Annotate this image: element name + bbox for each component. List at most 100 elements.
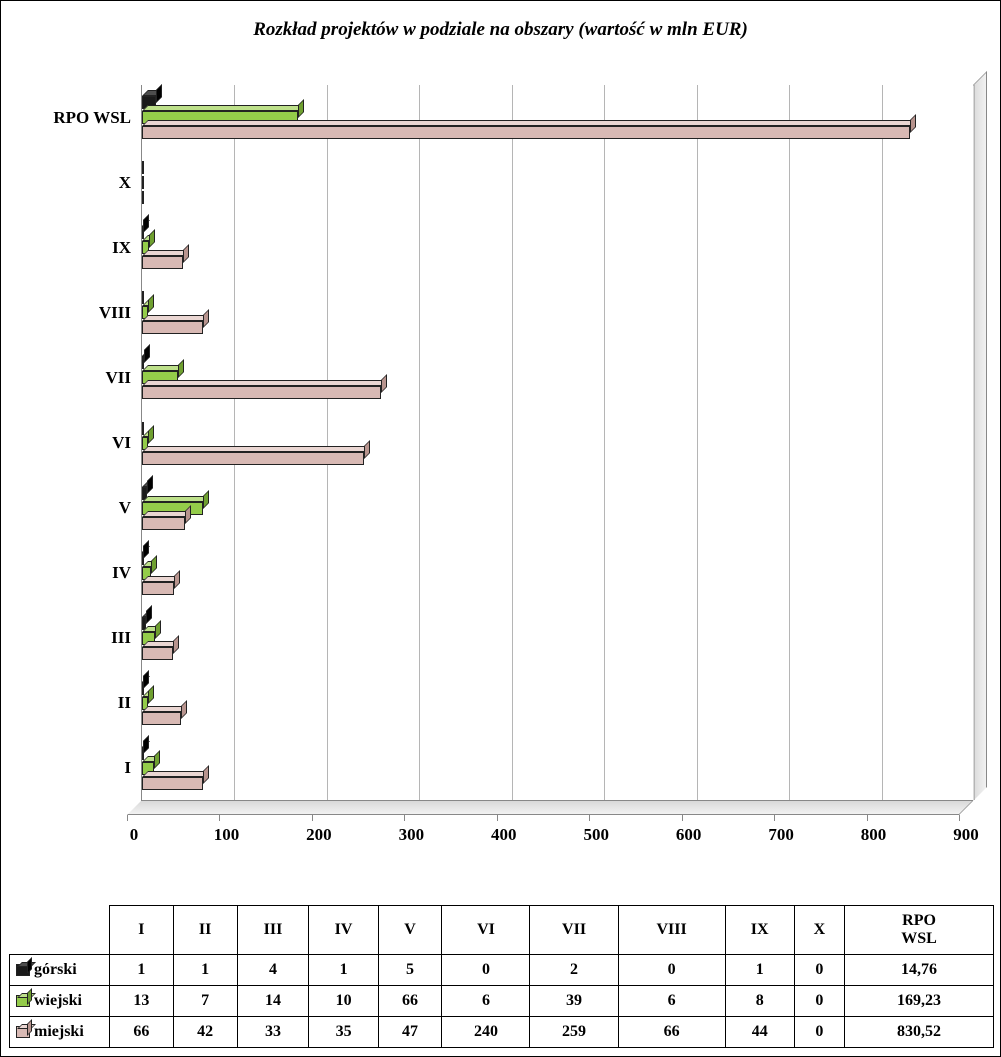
y-axis-category-label: IX (26, 238, 131, 258)
chart-3d-floor (127, 801, 973, 815)
x-axis-tick-label: 200 (306, 825, 332, 845)
y-axis-category-label: VI (26, 433, 131, 453)
table-cell: 8 (725, 986, 794, 1017)
bar-górski (142, 552, 143, 565)
x-axis-tick-label: 400 (491, 825, 517, 845)
bar-miejski (142, 777, 203, 790)
table-cell: 1 (110, 955, 174, 986)
table-cell: 42 (173, 1017, 237, 1048)
gridline (882, 85, 883, 800)
table-cell: 7 (173, 986, 237, 1017)
table-cell: 259 (530, 1017, 618, 1048)
y-axis-category-label: I (26, 758, 131, 778)
plot-area (141, 85, 973, 801)
y-axis-category-label: V (26, 498, 131, 518)
x-axis-tick-label: 800 (861, 825, 887, 845)
chart-container: Rozkład projektów w podziale na obszary … (0, 0, 1001, 1057)
table-cell: 39 (530, 986, 618, 1017)
legend-label: miejski (34, 1023, 84, 1040)
table-column-header: VII (530, 906, 618, 955)
table-column-header: III (237, 906, 309, 955)
legend-label: górski (34, 961, 77, 978)
legend-cell: górski (10, 955, 110, 986)
table-column-header: VIII (618, 906, 725, 955)
data-table: IIIIIIIVVVIVIIVIIIIXXRPOWSLgórski1141502… (9, 905, 994, 1048)
legend-cell: miejski (10, 1017, 110, 1048)
x-axis-tick (219, 815, 220, 821)
legend-cell: wiejski (10, 986, 110, 1017)
legend-swatch-wiejski (16, 995, 30, 1007)
table-cell: 14 (237, 986, 309, 1017)
bar-miejski (142, 386, 381, 399)
x-axis-tick-label: 700 (768, 825, 794, 845)
legend-swatch-miejski (16, 1026, 30, 1038)
gridline (789, 85, 790, 800)
table-cell: 6 (618, 986, 725, 1017)
table-cell: 2 (530, 955, 618, 986)
bar-miejski (142, 321, 203, 334)
table-cell: 44 (725, 1017, 794, 1048)
table-cell: 169,23 (845, 986, 994, 1017)
table-cell: 240 (442, 1017, 530, 1048)
table-cell: 0 (794, 1017, 844, 1048)
x-axis-tick (497, 815, 498, 821)
x-axis-tick (127, 815, 128, 821)
table-column-header: I (110, 906, 174, 955)
bar-miejski (142, 452, 364, 465)
bar-górski (142, 682, 143, 695)
x-axis-tick-label: 0 (130, 825, 139, 845)
table-cell: 10 (309, 986, 378, 1017)
y-axis-category-label: X (26, 173, 131, 193)
table-cell: 47 (378, 1017, 442, 1048)
x-axis-tick (959, 815, 960, 821)
gridline (234, 85, 235, 800)
table-cell: 14,76 (845, 955, 994, 986)
x-axis-tick (867, 815, 868, 821)
x-axis-tick-label: 600 (676, 825, 702, 845)
gridline (604, 85, 605, 800)
y-axis-category-label: VII (26, 368, 131, 388)
x-axis-tick-label: 900 (953, 825, 979, 845)
y-axis-category-label: RPO WSL (26, 108, 131, 128)
table-cell: 66 (110, 1017, 174, 1048)
bar-miejski (142, 712, 181, 725)
table-cell: 1 (173, 955, 237, 986)
table-cell: 66 (618, 1017, 725, 1048)
table-column-header: IV (309, 906, 378, 955)
chart-3d-wall (973, 71, 987, 801)
x-axis-tick-label: 500 (583, 825, 609, 845)
bar-miejski (142, 256, 183, 269)
bar-miejski (142, 126, 910, 139)
gridline (974, 85, 975, 800)
bar-górski (142, 747, 143, 760)
table-cell: 1 (309, 955, 378, 986)
x-axis-tick (589, 815, 590, 821)
x-axis-tick-label: 100 (214, 825, 240, 845)
table-cell: 13 (110, 986, 174, 1017)
y-axis-category-label: III (26, 628, 131, 648)
table-column-header: VI (442, 906, 530, 955)
chart-title: Rozkład projektów w podziale na obszary … (1, 1, 1000, 41)
y-axis-category-label: II (26, 693, 131, 713)
table-cell: 0 (618, 955, 725, 986)
chart-area: 0100200300400500600700800900IIIIIIIVVVIV… (26, 73, 986, 863)
table-cell: 830,52 (845, 1017, 994, 1048)
gridline (512, 85, 513, 800)
legend-label: wiejski (34, 992, 82, 1009)
table-cell: 33 (237, 1017, 309, 1048)
table-cell: 5 (378, 955, 442, 986)
table-column-header: II (173, 906, 237, 955)
gridline (327, 85, 328, 800)
table-cell: 0 (442, 955, 530, 986)
table-cell: 35 (309, 1017, 378, 1048)
y-axis-category-label: IV (26, 563, 131, 583)
bar-górski (142, 226, 143, 239)
legend-swatch-górski (16, 964, 30, 976)
x-axis-tick (404, 815, 405, 821)
table-column-header: IX (725, 906, 794, 955)
x-axis-tick (682, 815, 683, 821)
x-axis-tick (312, 815, 313, 821)
table-column-header: X (794, 906, 844, 955)
table-cell: 66 (378, 986, 442, 1017)
gridline (697, 85, 698, 800)
